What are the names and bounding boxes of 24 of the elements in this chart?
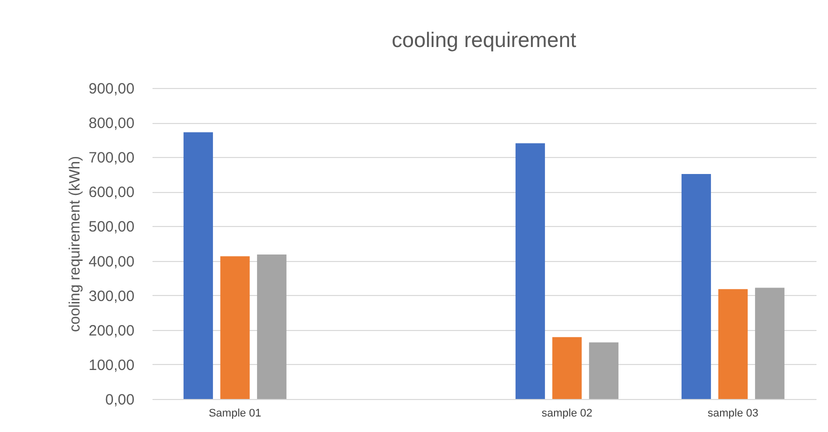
- y-tick-label: 900,00: [88, 80, 134, 98]
- bar: [516, 143, 545, 399]
- y-tick-label: 0,00: [105, 392, 134, 408]
- y-tick-label: 100,00: [88, 356, 134, 374]
- bar: [184, 132, 213, 399]
- y-tick-label: 200,00: [88, 322, 134, 340]
- x-tick-label: sample 03: [708, 408, 758, 420]
- bar: [755, 288, 784, 399]
- y-tick-label: 700,00: [88, 150, 134, 167]
- x-tick-label: sample 02: [542, 408, 592, 420]
- y-tick-label: 500,00: [88, 218, 134, 236]
- y-tick-label: 800,00: [88, 115, 134, 132]
- chart-title: cooling requirement: [392, 29, 576, 52]
- bar: [682, 174, 711, 399]
- bar: [589, 342, 618, 399]
- bar: [718, 289, 748, 399]
- bar: [552, 337, 582, 399]
- y-axis-title: cooling requirement (kWh): [66, 156, 84, 332]
- bar: [257, 254, 286, 399]
- x-tick-label: Sample 01: [208, 408, 262, 420]
- y-tick-label: 400,00: [88, 253, 134, 270]
- y-tick-label: 600,00: [88, 184, 134, 202]
- y-tick-label: 300,00: [88, 288, 134, 305]
- bar: [220, 256, 250, 399]
